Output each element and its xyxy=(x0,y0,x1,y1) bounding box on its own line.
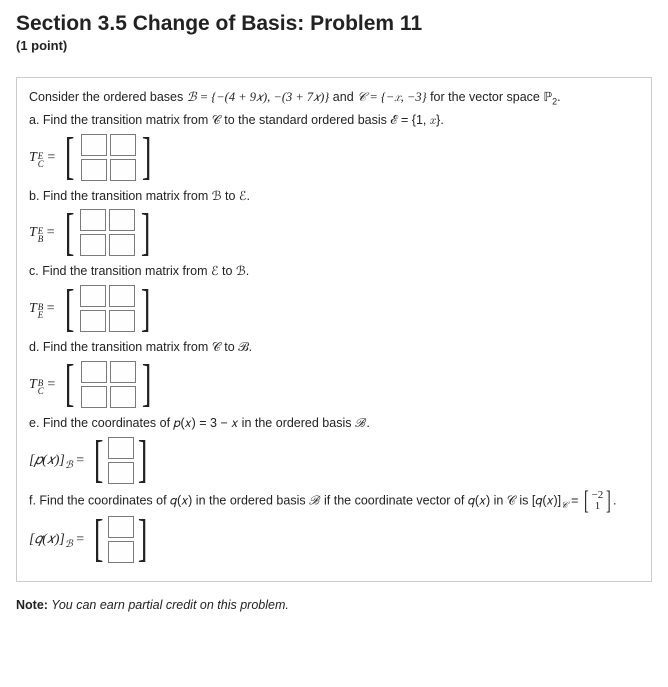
p2: ℙ xyxy=(543,90,552,104)
intro-text: Consider the ordered bases ℬ = {−(4 + 9𝑥… xyxy=(29,88,639,107)
eq-5: = xyxy=(73,453,84,468)
tbe-input-21[interactable] xyxy=(80,234,106,256)
note-text: You can earn partial credit on this prob… xyxy=(48,598,289,612)
qxb-sub: ℬ xyxy=(65,538,73,549)
eq-3: = xyxy=(43,301,54,316)
bracket-right-icon: ] xyxy=(141,287,151,331)
teb-input-12[interactable] xyxy=(109,285,135,307)
eq-1: = xyxy=(44,150,55,165)
part-c-eq: TBE = [ ] xyxy=(29,285,639,332)
part-f-prefix: f. Find the coordinates of 𝑞(𝑥) in the o… xyxy=(29,493,561,507)
teb-label: TBE = xyxy=(29,298,55,319)
tcb-input-11[interactable] xyxy=(81,361,107,383)
pxb-sub: ℬ xyxy=(65,459,73,470)
qxb-input-2[interactable] xyxy=(108,541,134,563)
intro-and: and xyxy=(329,90,357,104)
teb-input-21[interactable] xyxy=(80,310,106,332)
bracket-left-icon: [ xyxy=(94,438,104,482)
c-label: 𝒞 xyxy=(357,90,366,104)
bracket-left-icon: [ xyxy=(65,135,75,179)
tbe-input-12[interactable] xyxy=(109,209,135,231)
bracket-right-icon: ] xyxy=(137,517,147,561)
tcb-matrix: [ ] xyxy=(61,361,155,408)
qxb-label: [𝑞(𝑥)]ℬ = xyxy=(29,529,84,550)
page-title: Section 3.5 Change of Basis: Problem 11 xyxy=(16,12,652,36)
bracket-left-icon: [ xyxy=(65,211,75,255)
bracket-left-icon: [ xyxy=(65,362,75,406)
teb-matrix: [ ] xyxy=(61,285,155,332)
tbe-input-22[interactable] xyxy=(109,234,135,256)
tce-label: TEC = xyxy=(29,147,55,168)
bracket-left-icon: [ xyxy=(584,491,589,511)
tcb-input-21[interactable] xyxy=(81,386,107,408)
part-d-eq: TBC = [ ] xyxy=(29,361,639,408)
qxc-top: −2 xyxy=(592,490,604,501)
tbe-label: TEB = xyxy=(29,222,55,243)
bracket-right-icon: ] xyxy=(606,491,611,511)
eq-6: = xyxy=(73,532,84,547)
tce-input-11[interactable] xyxy=(81,134,107,156)
bracket-left-icon: [ xyxy=(94,517,104,561)
b-label: ℬ xyxy=(187,90,197,104)
part-b-eq: TEB = [ ] xyxy=(29,209,639,256)
tcb-label: TBC = xyxy=(29,374,55,395)
teb-t: T xyxy=(29,301,37,316)
pxb-input-2[interactable] xyxy=(108,462,134,484)
pxb-input-1[interactable] xyxy=(108,437,134,459)
pxb-vector: [ ] xyxy=(90,437,151,484)
points-label: (1 point) xyxy=(16,38,652,53)
tcb-input-12[interactable] xyxy=(110,361,136,383)
part-f-period: . xyxy=(613,493,616,507)
part-b-text: b. Find the transition matrix from ℬ to … xyxy=(29,187,639,206)
qxb-vector: [ ] xyxy=(90,516,151,563)
bracket-right-icon: ] xyxy=(141,211,151,255)
tce-matrix: [ ] xyxy=(61,134,155,181)
tcb-t: T xyxy=(29,377,37,392)
note: Note: You can earn partial credit on thi… xyxy=(16,598,652,612)
note-label: Note: xyxy=(16,598,48,612)
eq-2: = xyxy=(43,225,54,240)
tbe-matrix: [ ] xyxy=(61,209,155,256)
bracket-right-icon: ] xyxy=(141,135,151,179)
tce-input-12[interactable] xyxy=(110,134,136,156)
b-set: = {−(4 + 9𝑥), −(3 + 7𝑥)} xyxy=(197,90,330,104)
teb-input-22[interactable] xyxy=(109,310,135,332)
intro-prefix: Consider the ordered bases xyxy=(29,90,187,104)
bracket-left-icon: [ xyxy=(65,287,75,331)
part-f-text: f. Find the coordinates of 𝑞(𝑥) in the o… xyxy=(29,490,639,512)
tbe-t: T xyxy=(29,225,37,240)
tce-input-21[interactable] xyxy=(81,159,107,181)
qxc-bot: 1 xyxy=(592,501,604,512)
bracket-right-icon: ] xyxy=(137,438,147,482)
part-e-text: e. Find the coordinates of 𝑝(𝑥) = 3 − 𝑥 … xyxy=(29,414,639,433)
part-a-text: a. Find the transition matrix from 𝒞 to … xyxy=(29,111,639,130)
part-f-eq-row: [𝑞(𝑥)]ℬ = [ ] xyxy=(29,516,639,563)
part-d-text: d. Find the transition matrix from 𝒞 to … xyxy=(29,338,639,357)
eq-4: = xyxy=(44,377,55,392)
tbe-input-11[interactable] xyxy=(80,209,106,231)
part-e-eq: [𝑝(𝑥)]ℬ = [ ] xyxy=(29,437,639,484)
tce-input-22[interactable] xyxy=(110,159,136,181)
qxb: [𝑞(𝑥)] xyxy=(29,532,65,547)
intro-period: . xyxy=(557,90,560,104)
part-a-eq: TEC = [ ] xyxy=(29,134,639,181)
pxb-label: [𝑝(𝑥)]ℬ = xyxy=(29,450,84,471)
tce-t: T xyxy=(29,150,37,165)
pxb: [𝑝(𝑥)] xyxy=(29,453,65,468)
part-c-text: c. Find the transition matrix from ℰ to … xyxy=(29,262,639,281)
qxc-vector: [−21] xyxy=(582,490,613,512)
c-set: = {−𝑥, −3} xyxy=(366,90,426,104)
teb-input-11[interactable] xyxy=(80,285,106,307)
qxb-input-1[interactable] xyxy=(108,516,134,538)
tcb-input-22[interactable] xyxy=(110,386,136,408)
part-f-eq: = xyxy=(568,493,582,507)
bracket-right-icon: ] xyxy=(141,362,151,406)
intro-for: for the vector space xyxy=(427,90,544,104)
problem-box: Consider the ordered bases ℬ = {−(4 + 9𝑥… xyxy=(16,77,652,582)
